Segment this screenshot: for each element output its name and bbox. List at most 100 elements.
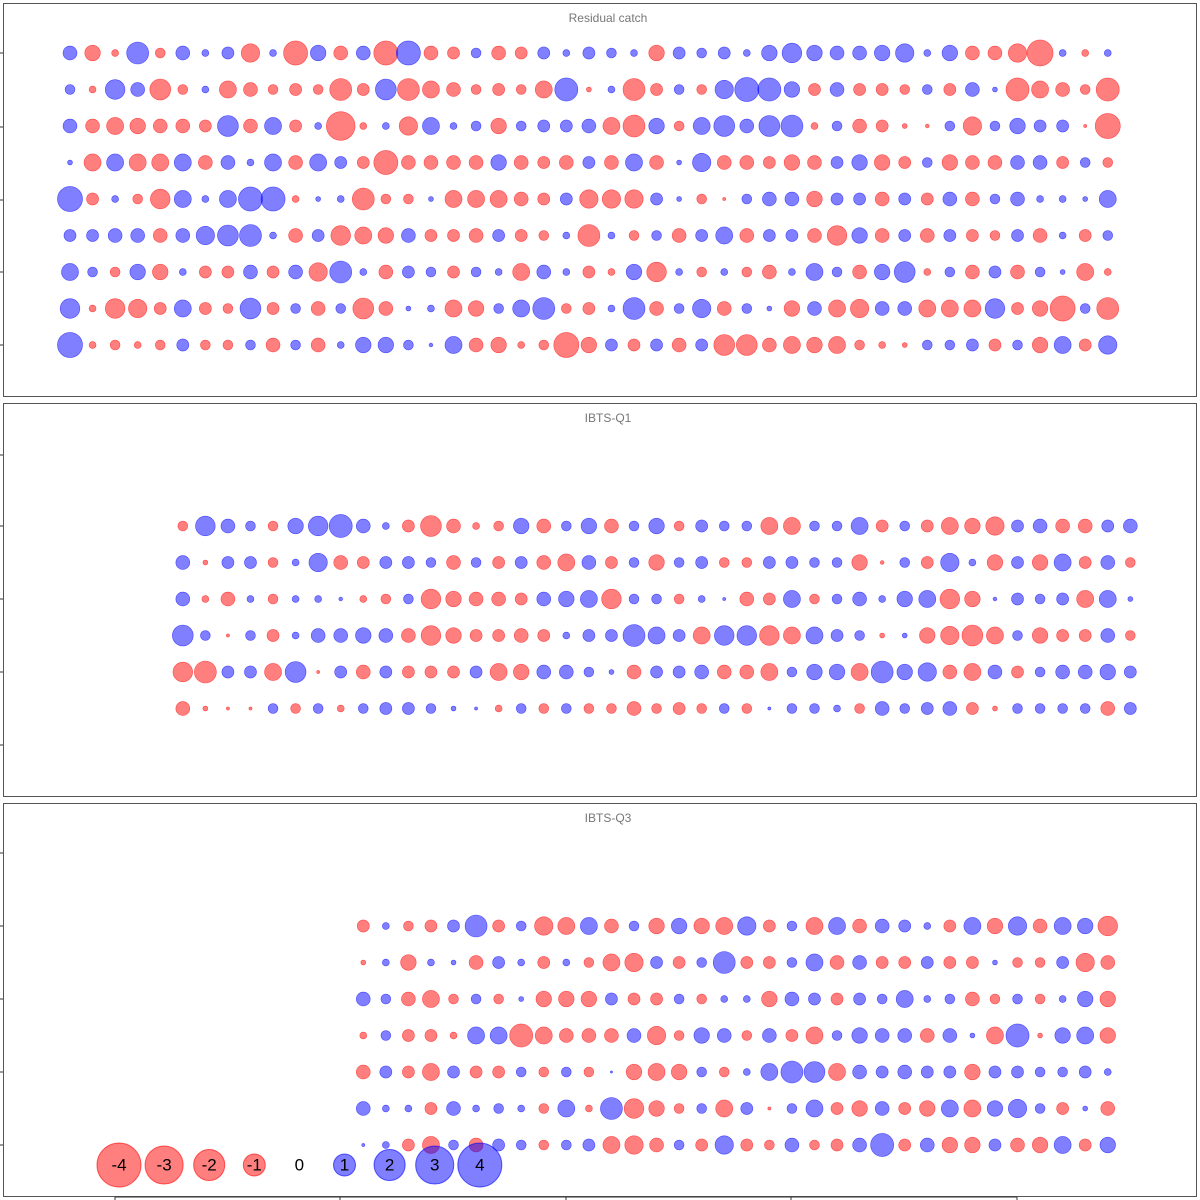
bubble bbox=[492, 919, 505, 933]
bubble bbox=[538, 1139, 549, 1151]
bubble bbox=[828, 299, 846, 318]
bubble bbox=[784, 1137, 800, 1153]
bubble bbox=[536, 518, 552, 534]
bubble bbox=[651, 593, 662, 605]
bubble bbox=[582, 629, 596, 642]
panel-title: IBTS-Q3 bbox=[585, 811, 632, 825]
bubble bbox=[308, 552, 328, 573]
bubble bbox=[941, 299, 959, 318]
bubble bbox=[648, 554, 665, 571]
bubble bbox=[129, 117, 146, 135]
bubble bbox=[537, 956, 551, 969]
bubble bbox=[88, 85, 97, 94]
bubble bbox=[150, 188, 171, 210]
bubble bbox=[716, 664, 732, 680]
bubble bbox=[375, 78, 397, 101]
bubble bbox=[761, 44, 778, 62]
bubble bbox=[1010, 264, 1025, 280]
bubble bbox=[581, 555, 597, 570]
bubble bbox=[607, 231, 616, 240]
bubble bbox=[420, 588, 442, 610]
bubble bbox=[720, 995, 729, 1003]
bubble bbox=[785, 556, 799, 569]
bubble bbox=[1101, 519, 1115, 533]
bubble bbox=[1123, 518, 1138, 534]
bubble bbox=[402, 1029, 415, 1042]
bubble bbox=[874, 263, 891, 281]
bubble bbox=[695, 338, 709, 352]
bubble bbox=[469, 629, 483, 642]
bubble bbox=[382, 958, 390, 967]
bubble bbox=[672, 956, 686, 969]
bubble bbox=[583, 1066, 595, 1078]
bubble bbox=[1032, 518, 1048, 534]
bubble bbox=[378, 628, 394, 643]
bubble bbox=[740, 956, 754, 969]
bubble bbox=[673, 120, 685, 132]
bubble bbox=[716, 155, 732, 170]
bubble bbox=[1056, 592, 1069, 606]
bubble bbox=[966, 229, 979, 242]
bubble bbox=[673, 593, 685, 605]
bubble bbox=[175, 118, 191, 134]
bubble bbox=[155, 339, 166, 351]
bubble bbox=[86, 192, 99, 206]
bubble bbox=[986, 554, 1004, 571]
bubble bbox=[784, 991, 800, 1007]
bubble bbox=[490, 117, 507, 135]
bubble bbox=[239, 224, 262, 247]
bubble bbox=[829, 82, 845, 97]
bubble bbox=[854, 630, 865, 641]
bubble bbox=[741, 1030, 753, 1041]
bubble bbox=[356, 991, 371, 1007]
bubble bbox=[712, 951, 736, 974]
bubble bbox=[538, 339, 549, 351]
bubble bbox=[918, 590, 937, 608]
bubble bbox=[269, 231, 277, 240]
bubble bbox=[1034, 957, 1046, 968]
bubble bbox=[64, 84, 76, 95]
bubble bbox=[1095, 77, 1120, 102]
bubble bbox=[290, 339, 301, 351]
bubble bbox=[808, 83, 821, 96]
panel-title: IBTS-Q1 bbox=[585, 411, 632, 425]
bubble bbox=[763, 956, 776, 969]
bubble bbox=[673, 993, 685, 1005]
bubble bbox=[673, 84, 685, 95]
bubble bbox=[402, 556, 415, 569]
bubble bbox=[760, 517, 779, 535]
bubble bbox=[806, 663, 823, 681]
bubble bbox=[986, 917, 1004, 935]
bubble bbox=[1098, 335, 1118, 355]
bubble bbox=[352, 297, 375, 320]
bubble bbox=[222, 339, 234, 351]
bubble bbox=[648, 517, 665, 535]
bubble bbox=[1012, 957, 1023, 968]
bubble bbox=[986, 1026, 1004, 1045]
bubble bbox=[672, 629, 686, 642]
bubble bbox=[853, 992, 866, 1006]
bubble bbox=[626, 701, 642, 716]
bubble bbox=[449, 1031, 458, 1040]
bubble bbox=[830, 1102, 844, 1115]
bubble bbox=[694, 664, 709, 680]
bubble bbox=[1032, 1136, 1049, 1154]
bubble bbox=[582, 302, 596, 315]
bubble bbox=[965, 45, 980, 61]
bubble bbox=[944, 993, 956, 1005]
bubble bbox=[763, 556, 776, 569]
bubble bbox=[509, 1023, 534, 1048]
bubble bbox=[1077, 990, 1094, 1008]
bubble bbox=[512, 299, 531, 318]
bubble bbox=[893, 261, 916, 283]
bubble bbox=[760, 1063, 779, 1081]
bubble bbox=[172, 661, 193, 683]
bubble bbox=[807, 228, 822, 243]
bubble bbox=[356, 156, 370, 169]
bubble bbox=[1032, 300, 1049, 317]
bubble bbox=[310, 337, 326, 353]
bubble bbox=[291, 631, 300, 640]
bubble bbox=[607, 268, 616, 276]
bubble bbox=[717, 46, 731, 60]
bubble bbox=[896, 590, 913, 608]
